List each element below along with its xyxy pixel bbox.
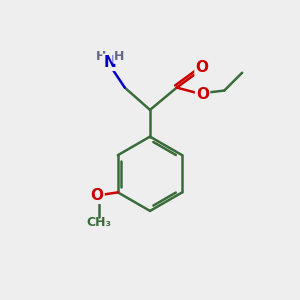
Text: O: O (196, 87, 209, 102)
Text: O: O (196, 60, 208, 75)
Text: O: O (91, 188, 103, 203)
Text: N: N (103, 55, 116, 70)
Text: H: H (114, 50, 124, 63)
Text: CH₃: CH₃ (86, 216, 111, 229)
Text: H: H (96, 50, 106, 63)
